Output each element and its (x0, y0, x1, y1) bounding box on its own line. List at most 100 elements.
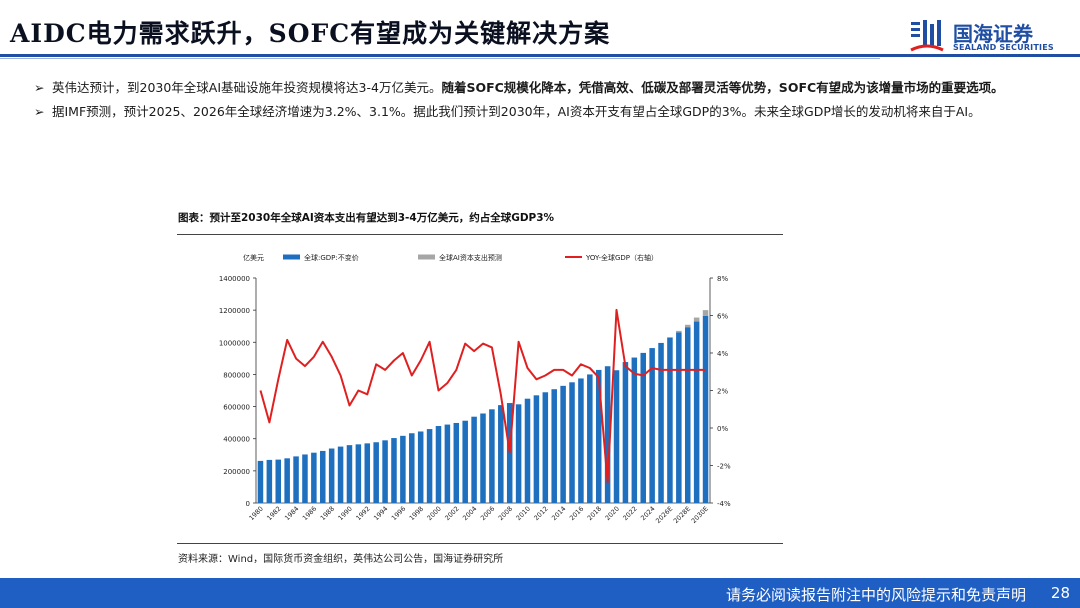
gdp-bar (320, 450, 326, 503)
right-tick-label: 4% (717, 350, 728, 358)
title-divider-thin (0, 58, 880, 59)
x-tick-label: 2016 (568, 505, 585, 522)
gdp-bar (667, 337, 673, 503)
arrow-bullet-icon: ➢ (34, 104, 45, 119)
x-tick-label: 1982 (265, 505, 282, 522)
gdp-bar (498, 405, 504, 503)
left-tick-label: 1400000 (219, 275, 250, 283)
gdp-bar (533, 395, 540, 503)
gdp-bar (417, 431, 424, 503)
gdp-bar (613, 370, 620, 503)
footer-disclaimer: 请务必阅读报告附注中的风险提示和免责声明 (725, 586, 1026, 604)
x-tick-label: 2022 (621, 505, 638, 522)
x-tick-label: 2010 (515, 505, 532, 522)
x-tick-label: 1990 (337, 505, 354, 522)
gdp-bar (515, 404, 522, 503)
figure-title: 图表：预计至2030年全球AI资本支出有望达到3-4万亿美元，约占全球GDP3% (178, 212, 555, 224)
gdp-bar (622, 362, 629, 503)
left-tick-label: 400000 (223, 436, 250, 444)
bullet-text: 英伟达预计，到2030年全球AI基础设施年投资规模将达3-4万亿美元。 (52, 80, 442, 95)
page-number: 28 (1050, 584, 1070, 602)
title-divider (0, 54, 1080, 57)
x-tick-label: 1994 (372, 505, 389, 522)
x-tick-label: 1996 (390, 505, 407, 522)
right-tick-label: 2% (717, 388, 728, 396)
x-tick-label: 1984 (283, 505, 300, 522)
gdp-chart: 0 200000 400000 600000 800000 1000000 1200000 1… (219, 253, 731, 525)
gdp-bar (693, 321, 700, 503)
x-tick-label: 2002 (443, 505, 460, 522)
gdp-bar (595, 369, 602, 503)
x-tick-label: 2030E (690, 505, 710, 525)
gdp-bar (293, 456, 299, 503)
left-tick-label: 600000 (223, 404, 250, 412)
bullet-text: 据IMF预测，预计2025、2026年全球经济增速为3.2%、3.1%。据此我们… (52, 104, 981, 119)
left-tick-label: 800000 (223, 371, 250, 379)
figure-source: 资料来源：Wind，国际货币资金组织，英伟达公司公告，国海证券研究所 (178, 554, 504, 565)
left-tick-label: 1000000 (219, 339, 250, 347)
right-tick-label: 6% (717, 313, 728, 321)
legend-swatch-gdp (283, 254, 300, 260)
gdp-bar (542, 392, 549, 503)
gdp-bar (284, 458, 290, 503)
company-logo: 国海证券 SEALAND SECURITIES (909, 16, 1069, 56)
gdp-bar (702, 315, 709, 503)
gdp-bar (560, 385, 566, 503)
gdp-bar (658, 342, 664, 503)
x-tick-label: 1988 (319, 505, 336, 522)
x-tick-label: 2026E (654, 505, 674, 525)
bullet-item: ➢ 英伟达预计，到2030年全球AI基础设施年投资规模将达3-4万亿美元。随着S… (34, 76, 1044, 100)
x-tick-label: 1992 (354, 505, 371, 522)
gdp-bar (462, 420, 468, 503)
right-tick-label: 8% (717, 275, 728, 283)
gdp-bar (480, 413, 486, 503)
gdp-yoy-line (259, 308, 706, 484)
legend-swatch-ai (418, 254, 435, 260)
gdp-bar (391, 438, 397, 503)
footer-bar: 请务必阅读报告附注中的风险提示和免责声明 28 (0, 578, 1080, 608)
gdp-bar (346, 445, 353, 503)
left-tick-label: 200000 (223, 468, 250, 476)
gdp-bar (471, 416, 477, 503)
gdp-bar (578, 378, 584, 503)
gdp-bar (355, 444, 362, 503)
x-tick-label: 1998 (408, 505, 425, 522)
right-tick-label: -4% (717, 500, 731, 508)
gdp-bar (444, 424, 451, 503)
x-tick-label: 2028E (672, 505, 692, 525)
gdp-bar (266, 459, 273, 503)
logo-english: SEALAND SECURITIES (953, 43, 1054, 52)
gdp-bar (604, 366, 611, 503)
gdp-bar (337, 446, 344, 503)
x-tick-label: 2018 (586, 505, 603, 522)
legend-label-yoy: YOY-全球GDP（右轴） (585, 253, 658, 262)
x-tick-label: 2012 (532, 505, 549, 522)
ai-capex-bar (676, 330, 682, 333)
x-tick-label: 2006 (479, 505, 496, 522)
gdp-bar (587, 374, 593, 503)
legend-label-ai: 全球AI资本支出预测 (439, 253, 502, 262)
gdp-bar (569, 382, 575, 503)
gdp-bar (257, 460, 264, 503)
figure-top-rule (177, 234, 783, 235)
gdp-bar (382, 440, 388, 503)
right-tick-label: 0% (717, 425, 728, 433)
x-tick-label: 2020 (604, 505, 621, 522)
x-tick-label: 2004 (461, 505, 478, 522)
gdp-bar (311, 452, 317, 503)
gdp-bar (631, 357, 638, 503)
gdp-bar (489, 409, 495, 503)
right-tick-label: -2% (717, 463, 731, 471)
gdp-bar (640, 352, 646, 503)
logo-chinese: 国海证券 (953, 22, 1033, 46)
gdp-bar (275, 459, 282, 503)
ai-capex-bar (702, 310, 709, 316)
gdp-bar (551, 389, 557, 503)
gdp-bar (400, 435, 406, 503)
gdp-bar (409, 433, 415, 503)
left-tick-label: 0 (246, 500, 250, 508)
gdp-bar (328, 448, 335, 503)
legend-label-gdp: 全球:GDP:不变价 (304, 253, 359, 262)
gdp-bar (676, 332, 682, 503)
gdp-bar (684, 327, 691, 503)
